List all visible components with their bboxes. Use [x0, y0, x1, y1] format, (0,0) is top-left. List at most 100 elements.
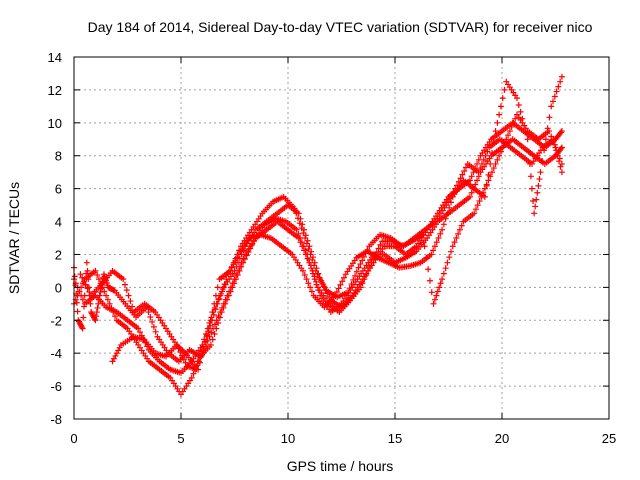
- data-point-interp: [236, 247, 243, 254]
- y-tick-label: -2: [50, 313, 62, 328]
- data-point-interp: [474, 177, 481, 184]
- data-point-interp: [98, 285, 105, 292]
- y-tick-label: 10: [48, 116, 62, 131]
- data-point-interp: [557, 145, 564, 152]
- data-point-interp: [487, 173, 494, 180]
- data-point: [195, 366, 202, 373]
- data-point-interp: [122, 281, 129, 288]
- data-point: [92, 317, 99, 324]
- data-point-interp: [557, 129, 564, 136]
- data-point: [143, 304, 150, 311]
- data-point: [77, 271, 84, 278]
- data-point-interp: [224, 296, 231, 303]
- series-track-3: [109, 73, 565, 370]
- data-point: [449, 243, 456, 250]
- data-point-interp: [106, 300, 113, 307]
- data-point-interp: [104, 296, 111, 303]
- data-point-interp: [208, 329, 215, 336]
- data-point-interp: [211, 330, 218, 337]
- data-point-interp: [442, 265, 449, 272]
- data-point: [439, 276, 446, 283]
- data-point-interp: [108, 304, 115, 311]
- data-point-interp: [483, 181, 490, 188]
- data-point-interp: [468, 189, 475, 196]
- data-point-interp: [86, 292, 93, 299]
- data-point-interp: [298, 225, 305, 232]
- data-point-interp: [431, 296, 438, 303]
- data-point: [205, 325, 212, 332]
- data-point: [466, 177, 473, 184]
- data-point-interp: [362, 250, 369, 257]
- data-point-interp: [527, 173, 534, 180]
- data-point-interp: [428, 289, 435, 296]
- data-point-interp: [446, 254, 453, 261]
- data-point-interp: [348, 281, 355, 288]
- data-point-interp: [437, 280, 444, 287]
- data-point-interp: [98, 281, 105, 288]
- x-axis-label: GPS time / hours: [287, 458, 394, 474]
- data-point: [546, 128, 553, 135]
- data-point-interp: [196, 359, 203, 366]
- data-point-interp: [217, 290, 224, 297]
- data-point-interp: [476, 197, 483, 204]
- data-point-interp: [499, 95, 506, 102]
- data-point: [92, 267, 99, 274]
- data-point-interp: [112, 352, 119, 359]
- data-point-interp: [303, 240, 310, 247]
- data-point-interp: [352, 272, 359, 279]
- data-point-interp: [333, 289, 340, 296]
- data-point-interp: [477, 165, 484, 172]
- data-point-interp: [553, 88, 560, 95]
- data-point-interp: [76, 288, 83, 295]
- data-point-interp: [316, 274, 323, 281]
- data-point: [513, 95, 520, 102]
- data-point-interp: [306, 256, 313, 263]
- data-point-interp: [319, 281, 326, 288]
- data-point-interp: [375, 245, 382, 252]
- data-point-interp: [430, 247, 437, 254]
- data-point-interp: [305, 280, 312, 287]
- data-point-interp: [480, 189, 487, 196]
- data-point-interp: [459, 171, 466, 178]
- data-point-interp: [552, 144, 559, 151]
- data-point-interp: [546, 114, 553, 121]
- data-point-interp: [508, 123, 515, 130]
- y-tick-label: 12: [48, 83, 62, 98]
- data-point-interp: [211, 321, 218, 328]
- data-point-interp: [145, 309, 152, 316]
- data-point-interp: [337, 281, 344, 288]
- data-point-interp: [204, 332, 211, 339]
- data-point-interp: [232, 255, 239, 262]
- data-point-interp: [551, 93, 558, 100]
- data-point: [524, 136, 531, 143]
- data-point-interp: [247, 245, 254, 252]
- data-point-interp: [93, 313, 100, 320]
- data-point-interp: [346, 285, 353, 292]
- data-point-interp: [318, 277, 325, 284]
- data-point-interp: [468, 173, 475, 180]
- data-point: [291, 205, 298, 212]
- data-point-interp: [450, 188, 457, 195]
- data-point-interp: [234, 251, 241, 258]
- data-point-interp: [211, 304, 218, 311]
- data-point: [109, 358, 116, 365]
- data-point-interp: [461, 168, 468, 175]
- data-point: [304, 251, 311, 258]
- data-point: [357, 284, 364, 291]
- data-point: [481, 185, 488, 192]
- data-point-interp: [216, 314, 223, 321]
- data-point-interp: [497, 148, 504, 155]
- data-point-interp: [370, 256, 377, 263]
- data-point-interp: [496, 111, 503, 118]
- data-point-interp: [363, 272, 370, 279]
- data-point-interp: [462, 164, 469, 171]
- data-point: [344, 289, 351, 296]
- data-point-interp: [149, 318, 156, 325]
- data-point-interp: [494, 119, 501, 126]
- data-point-interp: [482, 152, 489, 159]
- data-point-interp: [229, 263, 236, 270]
- data-point-interp: [437, 230, 444, 237]
- data-point: [229, 284, 236, 291]
- data-point: [227, 267, 234, 274]
